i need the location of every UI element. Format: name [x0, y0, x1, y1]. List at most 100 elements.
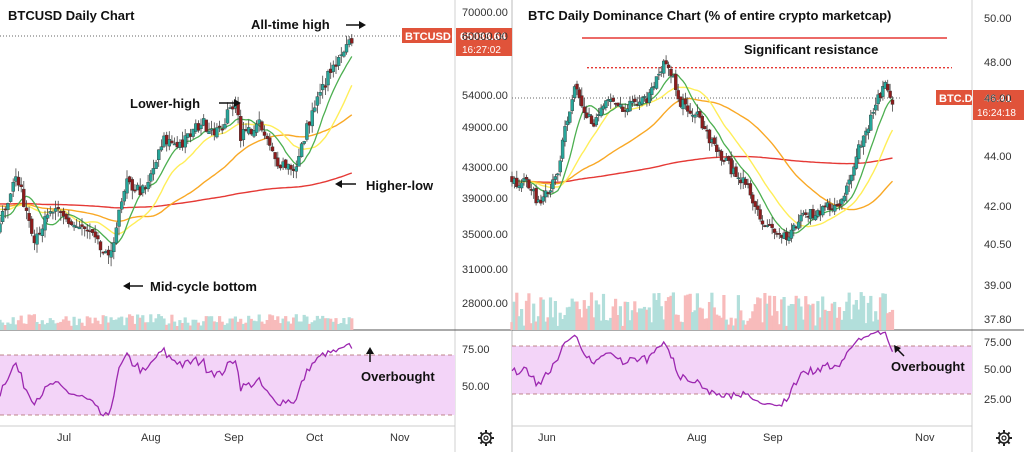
volume-bar — [857, 309, 861, 330]
volume-bar — [671, 292, 675, 330]
volume-bar — [141, 315, 145, 330]
candle-up — [0, 210, 5, 222]
volume-bar — [647, 307, 651, 330]
volume-bar — [806, 304, 810, 330]
volume-bar — [674, 314, 678, 330]
volume-bar — [247, 315, 251, 330]
volume-bar — [736, 295, 740, 330]
volume-bar — [313, 320, 317, 330]
candle-up — [842, 195, 847, 202]
volume-bar — [801, 319, 805, 330]
volume-bar — [265, 320, 269, 330]
candle-up — [787, 236, 791, 241]
volume-bar — [813, 325, 818, 330]
volume-bar — [763, 293, 767, 330]
volume-bar — [188, 325, 193, 330]
candle-down — [82, 226, 87, 229]
candle-up — [149, 173, 153, 182]
right-price-axis[interactable] — [972, 0, 1024, 452]
volume-bar — [331, 321, 335, 330]
volume-bar — [191, 319, 195, 330]
volume-bar — [22, 323, 26, 330]
volume-bar — [125, 317, 129, 330]
candle-up — [310, 110, 314, 127]
volume-bar — [215, 322, 219, 330]
volume-bar — [257, 314, 261, 330]
volume-bar — [729, 317, 733, 330]
candle-up — [871, 112, 875, 114]
left-time-tick-label: Jul — [57, 432, 71, 444]
candle-up — [315, 96, 320, 106]
candle-up — [0, 223, 2, 233]
candle-up — [854, 156, 859, 169]
candle-down — [323, 85, 328, 88]
volume-bar — [751, 311, 755, 330]
arrow-icon — [366, 347, 374, 362]
volume-bar — [688, 293, 692, 330]
right-price-badge — [973, 90, 1024, 120]
candle-up — [560, 139, 565, 159]
volume-bar — [816, 301, 820, 330]
candle-up — [558, 160, 562, 173]
volume-bar — [679, 321, 683, 330]
volume-bar — [6, 322, 10, 330]
volume-bar — [159, 316, 163, 330]
volume-bar — [864, 323, 868, 330]
right-time-tick-label: Jun — [538, 432, 556, 444]
candle-down — [546, 192, 550, 194]
volume-bar — [93, 317, 97, 330]
volume-bar — [775, 311, 779, 330]
volume-bar — [592, 317, 596, 330]
left-settings-gear-icon[interactable] — [478, 430, 494, 446]
candle-down — [707, 129, 712, 144]
candle-up — [254, 123, 259, 133]
volume-bar — [241, 323, 245, 330]
candle-up — [840, 198, 844, 205]
volume-bar — [83, 325, 87, 330]
volume-bar — [38, 324, 42, 330]
volume-bar — [618, 306, 622, 330]
candle-up — [796, 221, 801, 229]
candle-down — [98, 241, 103, 251]
right-settings-gear-icon[interactable] — [996, 430, 1012, 446]
candle-down — [260, 121, 264, 131]
left-price-axis[interactable] — [455, 0, 512, 452]
volume-bar — [27, 314, 31, 330]
candle-up — [630, 101, 635, 104]
candle-down — [577, 89, 582, 98]
volume-bar — [1, 322, 5, 330]
volume-bar — [536, 316, 541, 330]
ma-50-line — [511, 97, 894, 211]
left-price-tick-label: 31000.00 — [462, 264, 508, 276]
candle-down — [886, 83, 890, 91]
candle-down — [674, 73, 678, 91]
right-rsi-tick-label: 50.00 — [984, 364, 1012, 376]
candle-up — [852, 166, 856, 176]
candle-up — [225, 109, 230, 124]
left-price-tick-label: 60000.00 — [462, 31, 508, 43]
volume-bar — [703, 318, 707, 330]
candle-down — [16, 176, 21, 186]
candle-up — [114, 227, 119, 244]
candle-up — [553, 176, 558, 180]
volume-bar — [294, 314, 298, 330]
right-time-tick-label: Nov — [915, 432, 935, 444]
volume-bar — [768, 295, 772, 330]
volume-bar — [715, 314, 719, 330]
left-countdown: 16:27:02 — [462, 45, 501, 56]
volume-bar — [852, 304, 856, 330]
candle-down — [666, 64, 671, 69]
left-time-tick-label: Nov — [390, 432, 410, 444]
volume-bar — [589, 292, 594, 330]
candle-down — [756, 205, 760, 210]
annotation-all-time-high: All-time high — [251, 17, 330, 32]
volume-bar — [30, 315, 34, 330]
volume-bar — [48, 318, 52, 330]
volume-bar — [284, 316, 288, 330]
volume-bar — [765, 303, 769, 330]
volume-bar — [797, 298, 801, 330]
volume-bar — [669, 295, 673, 330]
volume-bar — [43, 324, 47, 330]
ma-21-line — [511, 86, 894, 228]
volume-bar — [799, 306, 803, 330]
